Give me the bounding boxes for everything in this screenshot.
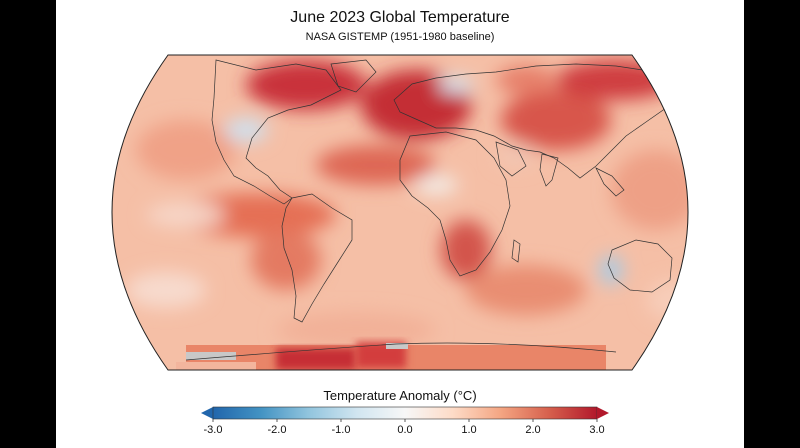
coastline-europe-asia (393, 63, 677, 179)
colorbar (201, 406, 609, 422)
coastline-arabia (495, 141, 527, 177)
antarctic-band (176, 342, 606, 370)
map-subtitle: NASA GISTEMP (1951-1980 baseline) (305, 31, 495, 43)
colorbar-title: Temperature Anomaly (°C) (323, 388, 477, 403)
colorbar-extend-high (597, 407, 609, 419)
colorbar-extend-low (201, 407, 213, 419)
coastline-antarctica (185, 342, 617, 361)
coastline-africa (399, 131, 511, 277)
colorbar-tick-label: -3.0 (203, 424, 223, 436)
colorbar-tick-label: -1.0 (331, 424, 351, 436)
coastline-australia (607, 239, 673, 293)
figure-panel: June 2023 Global Temperature NASA GISTEM… (56, 0, 744, 448)
colorbar-bar (212, 406, 598, 420)
coastline-south-america (281, 193, 353, 323)
coastline-southeast-asia (595, 167, 625, 197)
globe-outline (111, 54, 689, 371)
colorbar-tick-label: 1.0 (461, 424, 477, 436)
anomaly-field (112, 55, 688, 370)
coastline-madagascar (511, 239, 521, 263)
coastline-new-zealand (690, 295, 702, 312)
colorbar-tick-label: 2.0 (525, 424, 541, 436)
colorbar-tick-label: 0.0 (397, 424, 413, 436)
world-map-svg (111, 54, 702, 371)
coastline-greenland (330, 59, 377, 93)
map-title: June 2023 Global Temperature (290, 9, 510, 26)
world-map (56, 0, 744, 380)
coastline-india (539, 153, 559, 187)
colorbar-ticks (212, 419, 598, 422)
colorbar-tick-label: -2.0 (267, 424, 287, 436)
coastline-north-america (211, 59, 342, 205)
coastlines (185, 59, 702, 361)
colorbar-tick-label: 3.0 (589, 424, 605, 436)
